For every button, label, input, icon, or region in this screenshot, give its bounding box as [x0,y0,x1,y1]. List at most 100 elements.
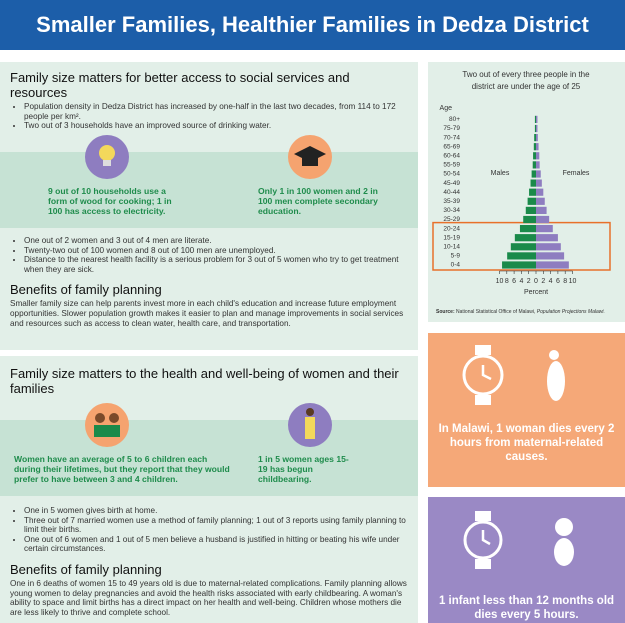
female-bar [536,152,540,160]
population-pyramid: Two out of every three people in the dist… [432,70,611,315]
x-tick-label: 2 [527,278,531,285]
section-text: One out of 2 women and 3 out of 4 men ar… [10,234,410,328]
female-bar [536,124,538,133]
female-bar [536,143,539,151]
bullet: Distance to the nearest health facility … [24,255,410,274]
y-tick-label: 25-29 [443,216,460,223]
male-bar [507,252,536,260]
y-tick-label: 20-24 [443,225,460,232]
x-tick-label: 10 [569,278,577,285]
callout-text: In Malawi, 1 woman dies every 2 hours fr… [438,423,615,463]
bullet-list: One out of 2 women and 3 out of 4 men ar… [10,236,410,274]
section-text: One in 5 women gives birth at home. Thre… [10,504,410,617]
watch-band [475,345,491,355]
female-bar [536,188,544,196]
x-tick-label: 4 [549,278,553,285]
section-text: Family size matters to the health and we… [10,366,410,396]
source: Source: National Statistical Office of M… [436,309,605,315]
bullet: Three out of 7 married women use a metho… [24,516,410,535]
family-icon [95,413,105,423]
male-bar [523,215,536,224]
bulb-icon [99,145,115,161]
section-heading: Benefits of family planning [10,561,162,577]
male-bar [519,225,536,233]
bullet: Twenty-two out of 100 women and 8 out of… [24,246,410,256]
section-heading: Family size matters to the health and we… [10,366,399,396]
stat-text: 1 in 5 women ages 15-19 has begun childb… [258,454,349,484]
male-bar [502,261,536,269]
callout-icons [462,345,565,405]
female-bar [536,243,561,251]
x-axis-label: Percent [524,289,548,296]
stat-text: Only 1 in 100 women and 2 in 100 men com… [258,186,378,216]
bullet: One out of 2 women and 3 out of 4 men ar… [24,236,410,246]
callout-box [428,497,625,623]
girl-icon [306,408,314,416]
x-tick-label: 6 [556,278,560,285]
y-tick-label: 80+ [449,116,460,123]
bullet-list: One in 5 women gives birth at home. Thre… [10,506,410,554]
baby-icon [554,538,574,566]
source-text: National Statistical Office of Malawi, [456,309,535,315]
section-text: Family size matters for better access to… [10,70,410,131]
female-bar [536,252,565,260]
woman-icon [547,361,565,401]
bullet: One out of 6 women and 1 out of 5 men be… [24,535,410,554]
watch-hands [481,365,492,381]
male-bar [534,124,536,133]
source-label: Source: [436,309,455,315]
x-tick-label: 2 [541,278,545,285]
y-tick-label: 40-44 [443,189,460,196]
family-icon [109,413,119,423]
y-tick-label: 0-4 [451,262,461,269]
callout-box [428,333,625,487]
source-text: Population Projections Malawi. [537,309,605,315]
watch-icon [463,520,503,560]
bullet: Population density in Dedza District has… [24,102,410,121]
male-bar [534,134,536,142]
male-bar [533,143,536,151]
female-bar [536,206,547,214]
x-tick-label: 10 [496,278,504,285]
y-tick-label: 65-69 [443,143,460,150]
female-bar [536,197,545,205]
male-bar [514,234,536,242]
woman-icon [549,350,559,360]
paragraph: Smaller family size can help parents inv… [10,299,404,328]
female-bar [536,134,538,142]
y-tick-label: 60-64 [443,153,460,160]
stat-strip [0,420,418,496]
stat-strip [0,152,418,228]
watch-band [475,511,491,521]
legend-label: Females [563,170,590,177]
watch-hands [481,530,491,546]
y-tick-label: 10-14 [443,244,460,251]
male-bar [531,170,536,178]
watch-band [475,395,491,405]
y-tick-label: 50-54 [443,171,460,178]
y-tick-label: 5-9 [451,253,461,260]
male-bar [533,152,536,160]
watch-band [475,559,491,569]
male-bar [534,115,536,123]
x-tick-label: 8 [563,278,567,285]
y-tick-label: 45-49 [443,180,460,187]
watch-icon [462,354,504,396]
y-axis-label: Age [440,105,453,112]
male-bar [510,243,536,251]
section-heading: Family size matters for better access to… [10,70,350,100]
chart-panel [428,62,625,322]
y-tick-label: 75-79 [443,125,460,132]
bullet-list: Population density in Dedza District has… [10,102,410,131]
female-bar [536,234,558,242]
icons [85,135,332,179]
female-bar [536,170,541,178]
section-heading: Benefits of family planning [10,282,162,298]
callout-text: 1 infant less than 12 months old dies ev… [438,595,615,621]
y-tick-label: 30-34 [443,207,460,214]
baby-icon [555,518,573,536]
x-tick-label: 8 [505,278,509,285]
female-bar [536,225,553,233]
family-icon [94,425,120,437]
